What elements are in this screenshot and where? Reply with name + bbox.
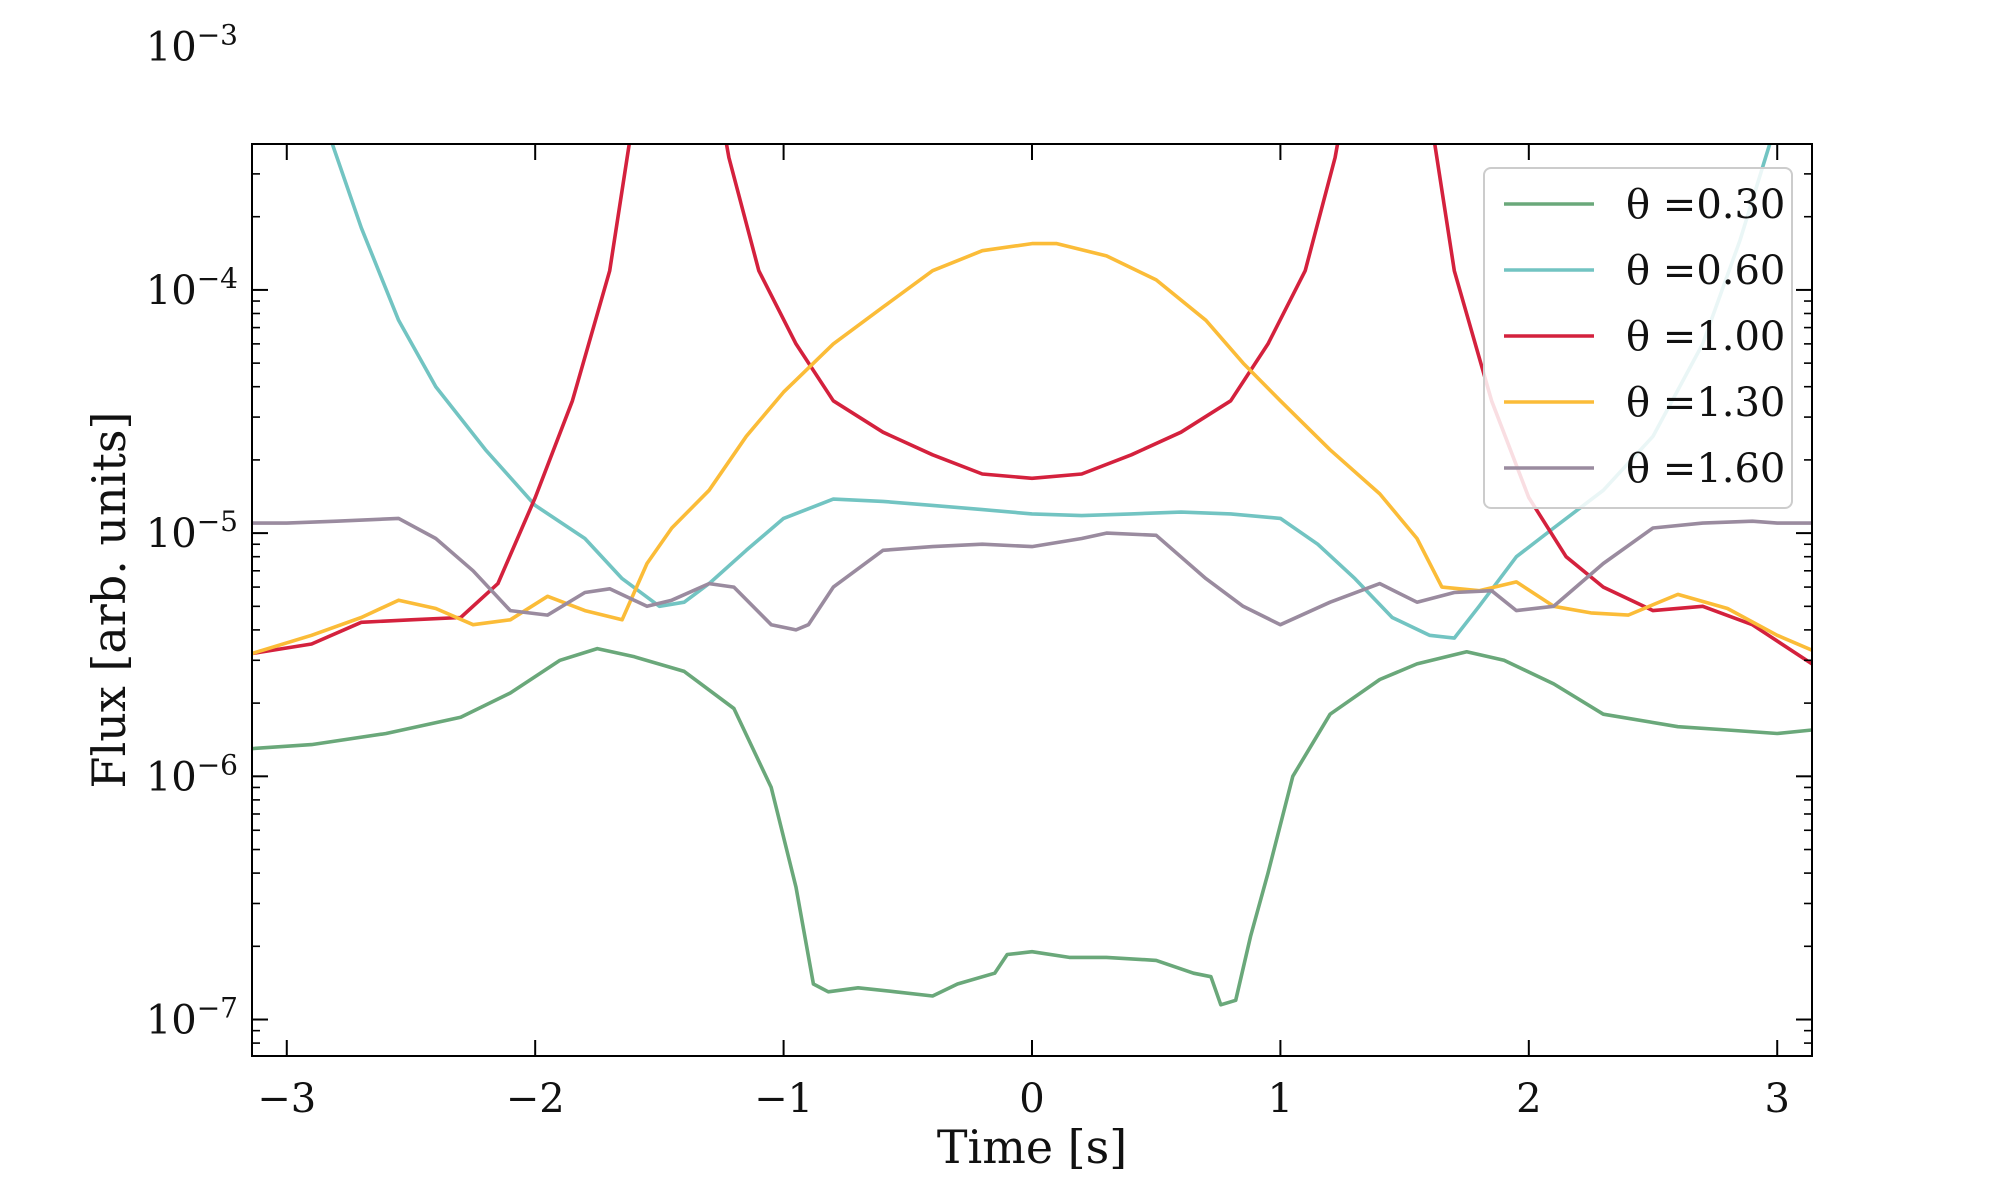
x-tick-label: −1: [754, 1076, 813, 1122]
y-tick-exponent: −6: [197, 748, 238, 781]
legend-box: [1483, 167, 1793, 509]
x-axis: −3 −2 −1 0 1 2 3: [257, 144, 1790, 1122]
x-tick-label: −3: [257, 1076, 316, 1122]
y-tick-label: 10−6: [146, 748, 238, 800]
y-tick-exponent: −5: [197, 505, 238, 538]
y-tick-exponent: −3: [197, 19, 238, 52]
y-axis-title: Flux [arb. units]: [82, 412, 136, 789]
y-tick-base: 10: [146, 25, 197, 71]
y-tick-label: 10−5: [146, 505, 238, 557]
x-axis-title: Time [s]: [937, 1120, 1127, 1174]
y-tick-label: 10−7: [146, 992, 238, 1044]
y-tick-exponent: −7: [197, 992, 238, 1025]
legend-label-4: θ =1.30: [1626, 380, 1785, 426]
y-axis: 10−710−610−510−410−3: [146, 19, 1812, 1044]
x-tick-label: 3: [1764, 1076, 1789, 1122]
x-tick-label: 0: [1019, 1076, 1044, 1122]
y-tick-label: 10−3: [146, 19, 238, 71]
series-line-5: [252, 516, 1812, 632]
y-tick-base: 10: [146, 998, 197, 1044]
series-line-2: [330, 144, 1772, 640]
legend: θ =0.30 θ =0.60 θ =1.00 θ =1.30 θ =1.60: [1483, 167, 1793, 509]
y-tick-base: 10: [146, 754, 197, 800]
legend-label-5: θ =1.60: [1626, 446, 1785, 492]
y-tick-label: 10−4: [146, 262, 238, 314]
y-tick-base: 10: [146, 268, 197, 314]
x-tick-label: −2: [506, 1076, 565, 1122]
y-tick-base: 10: [146, 511, 197, 557]
y-tick-exponent: −4: [197, 262, 238, 295]
series-line-1: [252, 646, 1812, 1007]
x-tick-label: 1: [1268, 1076, 1293, 1122]
x-tick-label: 2: [1516, 1076, 1541, 1122]
legend-label-2: θ =0.60: [1626, 248, 1785, 294]
legend-label-3: θ =1.00: [1626, 314, 1785, 360]
legend-label-1: θ =0.30: [1626, 182, 1785, 228]
